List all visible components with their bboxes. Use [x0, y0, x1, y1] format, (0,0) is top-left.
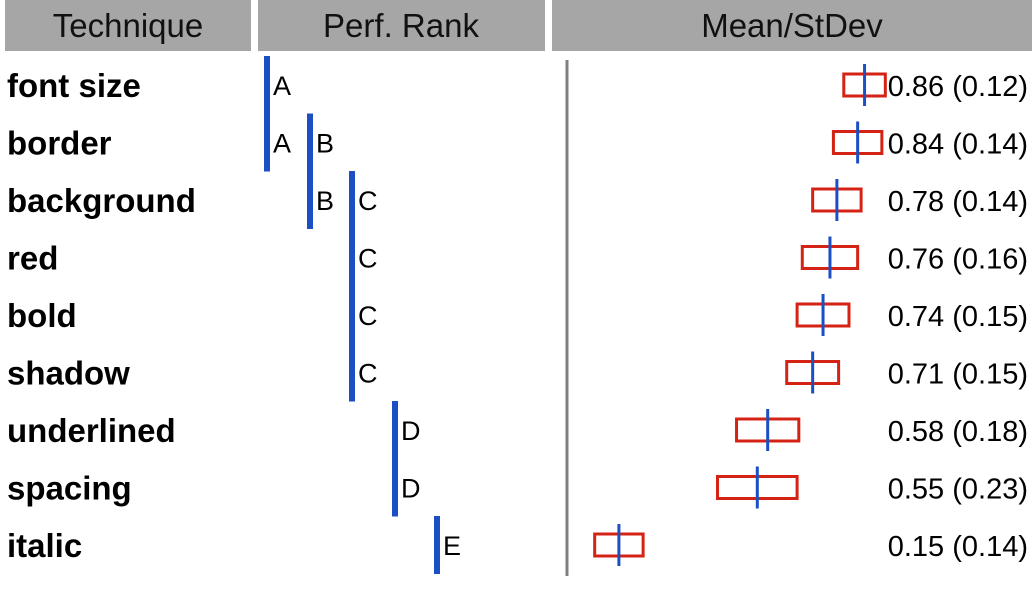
technique-label-font-size: font size	[7, 67, 141, 104]
value-label-background: 0.78 (0.14)	[888, 186, 1028, 218]
rank-letter-A-font-size: A	[273, 71, 291, 101]
rank-bar-D	[392, 401, 398, 517]
value-label-underlined: 0.58 (0.18)	[888, 416, 1028, 448]
header-mean-stdev: Mean/StDev	[701, 7, 883, 44]
technique-label-spacing: spacing	[7, 470, 132, 507]
rank-letter-D-underlined: D	[401, 416, 421, 446]
value-label-border: 0.84 (0.14)	[888, 129, 1028, 161]
rank-letter-E-italic: E	[443, 531, 461, 561]
rank-letter-B-border: B	[316, 129, 334, 159]
rank-letter-C-bold: C	[358, 301, 378, 331]
rank-letter-B-background: B	[316, 186, 334, 216]
value-labels: 0.86 (0.12) 0.84 (0.14) 0.78 (0.14) 0.76 (0…	[888, 71, 1028, 563]
rank-bar-E	[434, 516, 440, 574]
value-label-shadow: 0.71 (0.15)	[888, 359, 1028, 391]
technique-label-bold: bold	[7, 297, 77, 334]
rank-letter-D-spacing: D	[401, 474, 421, 504]
rank-letter-C-shadow: C	[358, 359, 378, 389]
technique-label-shadow: shadow	[7, 355, 130, 392]
rank-letter-C-background: C	[358, 186, 378, 216]
header-technique: Technique	[53, 7, 203, 44]
header-cell-stats	[552, 0, 1032, 51]
technique-label-border: border	[7, 125, 112, 162]
value-label-bold: 0.74 (0.15)	[888, 301, 1028, 333]
value-label-red: 0.76 (0.16)	[888, 244, 1028, 276]
value-label-spacing: 0.55 (0.23)	[888, 474, 1028, 506]
header-perf-rank: Perf. Rank	[323, 7, 479, 44]
rank-letter-A-border: A	[273, 129, 291, 159]
value-label-italic: 0.15 (0.14)	[888, 531, 1028, 563]
header-cell-rank	[258, 0, 545, 51]
technique-label-background: background	[7, 182, 196, 219]
rank-bar-A	[264, 56, 270, 172]
value-label-font-size: 0.86 (0.12)	[888, 71, 1028, 103]
mean-stdev-plot	[593, 64, 887, 566]
header-row: Technique Perf. Rank Mean/StDev	[5, 0, 1032, 51]
technique-label-italic: italic	[7, 527, 82, 564]
technique-label-red: red	[7, 240, 58, 277]
technique-label-underlined: underlined	[7, 412, 176, 449]
technique-labels: font size border background red bold shadow un…	[7, 67, 196, 564]
header-cell-technique	[5, 0, 251, 51]
rank-bar-C	[349, 171, 355, 402]
rank-letter-C-red: C	[358, 244, 378, 274]
rank-bar-B	[307, 113, 313, 229]
